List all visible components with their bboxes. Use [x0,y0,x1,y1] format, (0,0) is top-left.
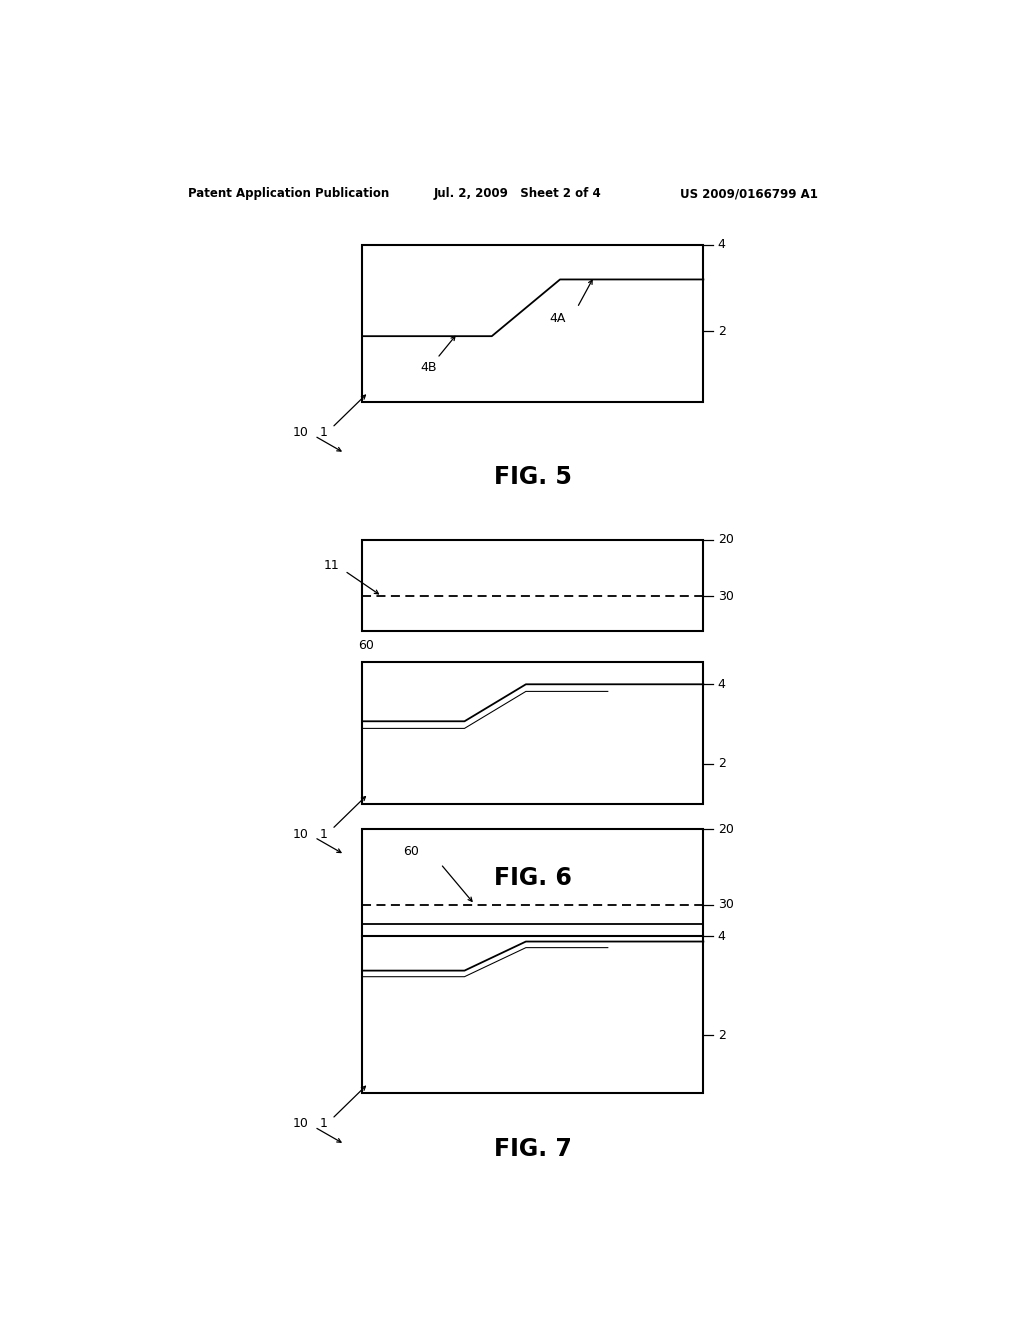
Text: 2: 2 [718,325,726,338]
Text: 4: 4 [718,677,726,690]
Text: 10: 10 [293,1118,309,1130]
Text: US 2009/0166799 A1: US 2009/0166799 A1 [680,187,817,201]
Text: 30: 30 [718,898,733,911]
Text: 4: 4 [718,929,726,942]
Text: FIG. 6: FIG. 6 [494,866,571,890]
Text: 1: 1 [319,1118,328,1130]
Text: 2: 2 [718,1028,726,1041]
Text: Jul. 2, 2009   Sheet 2 of 4: Jul. 2, 2009 Sheet 2 of 4 [433,187,601,201]
Text: 10: 10 [293,426,309,440]
Text: FIG. 7: FIG. 7 [494,1138,571,1162]
Text: 30: 30 [718,590,733,603]
Text: 20: 20 [718,822,733,836]
Text: 60: 60 [403,845,419,858]
Bar [362,661,703,804]
Text: 4B: 4B [420,362,436,374]
Text: FIG. 5: FIG. 5 [494,465,571,488]
Bar [362,540,703,631]
Text: 60: 60 [358,639,374,652]
Text: Patent Application Publication: Patent Application Publication [187,187,389,201]
Bar [362,829,703,1093]
Text: 2: 2 [718,758,726,771]
Text: 4A: 4A [550,313,566,325]
Bar [362,244,703,403]
Text: 20: 20 [718,533,733,546]
Text: 4: 4 [718,239,726,251]
Text: 11: 11 [325,560,340,573]
Text: 1: 1 [319,828,328,841]
Text: 1: 1 [319,426,328,440]
Text: 10: 10 [293,828,309,841]
